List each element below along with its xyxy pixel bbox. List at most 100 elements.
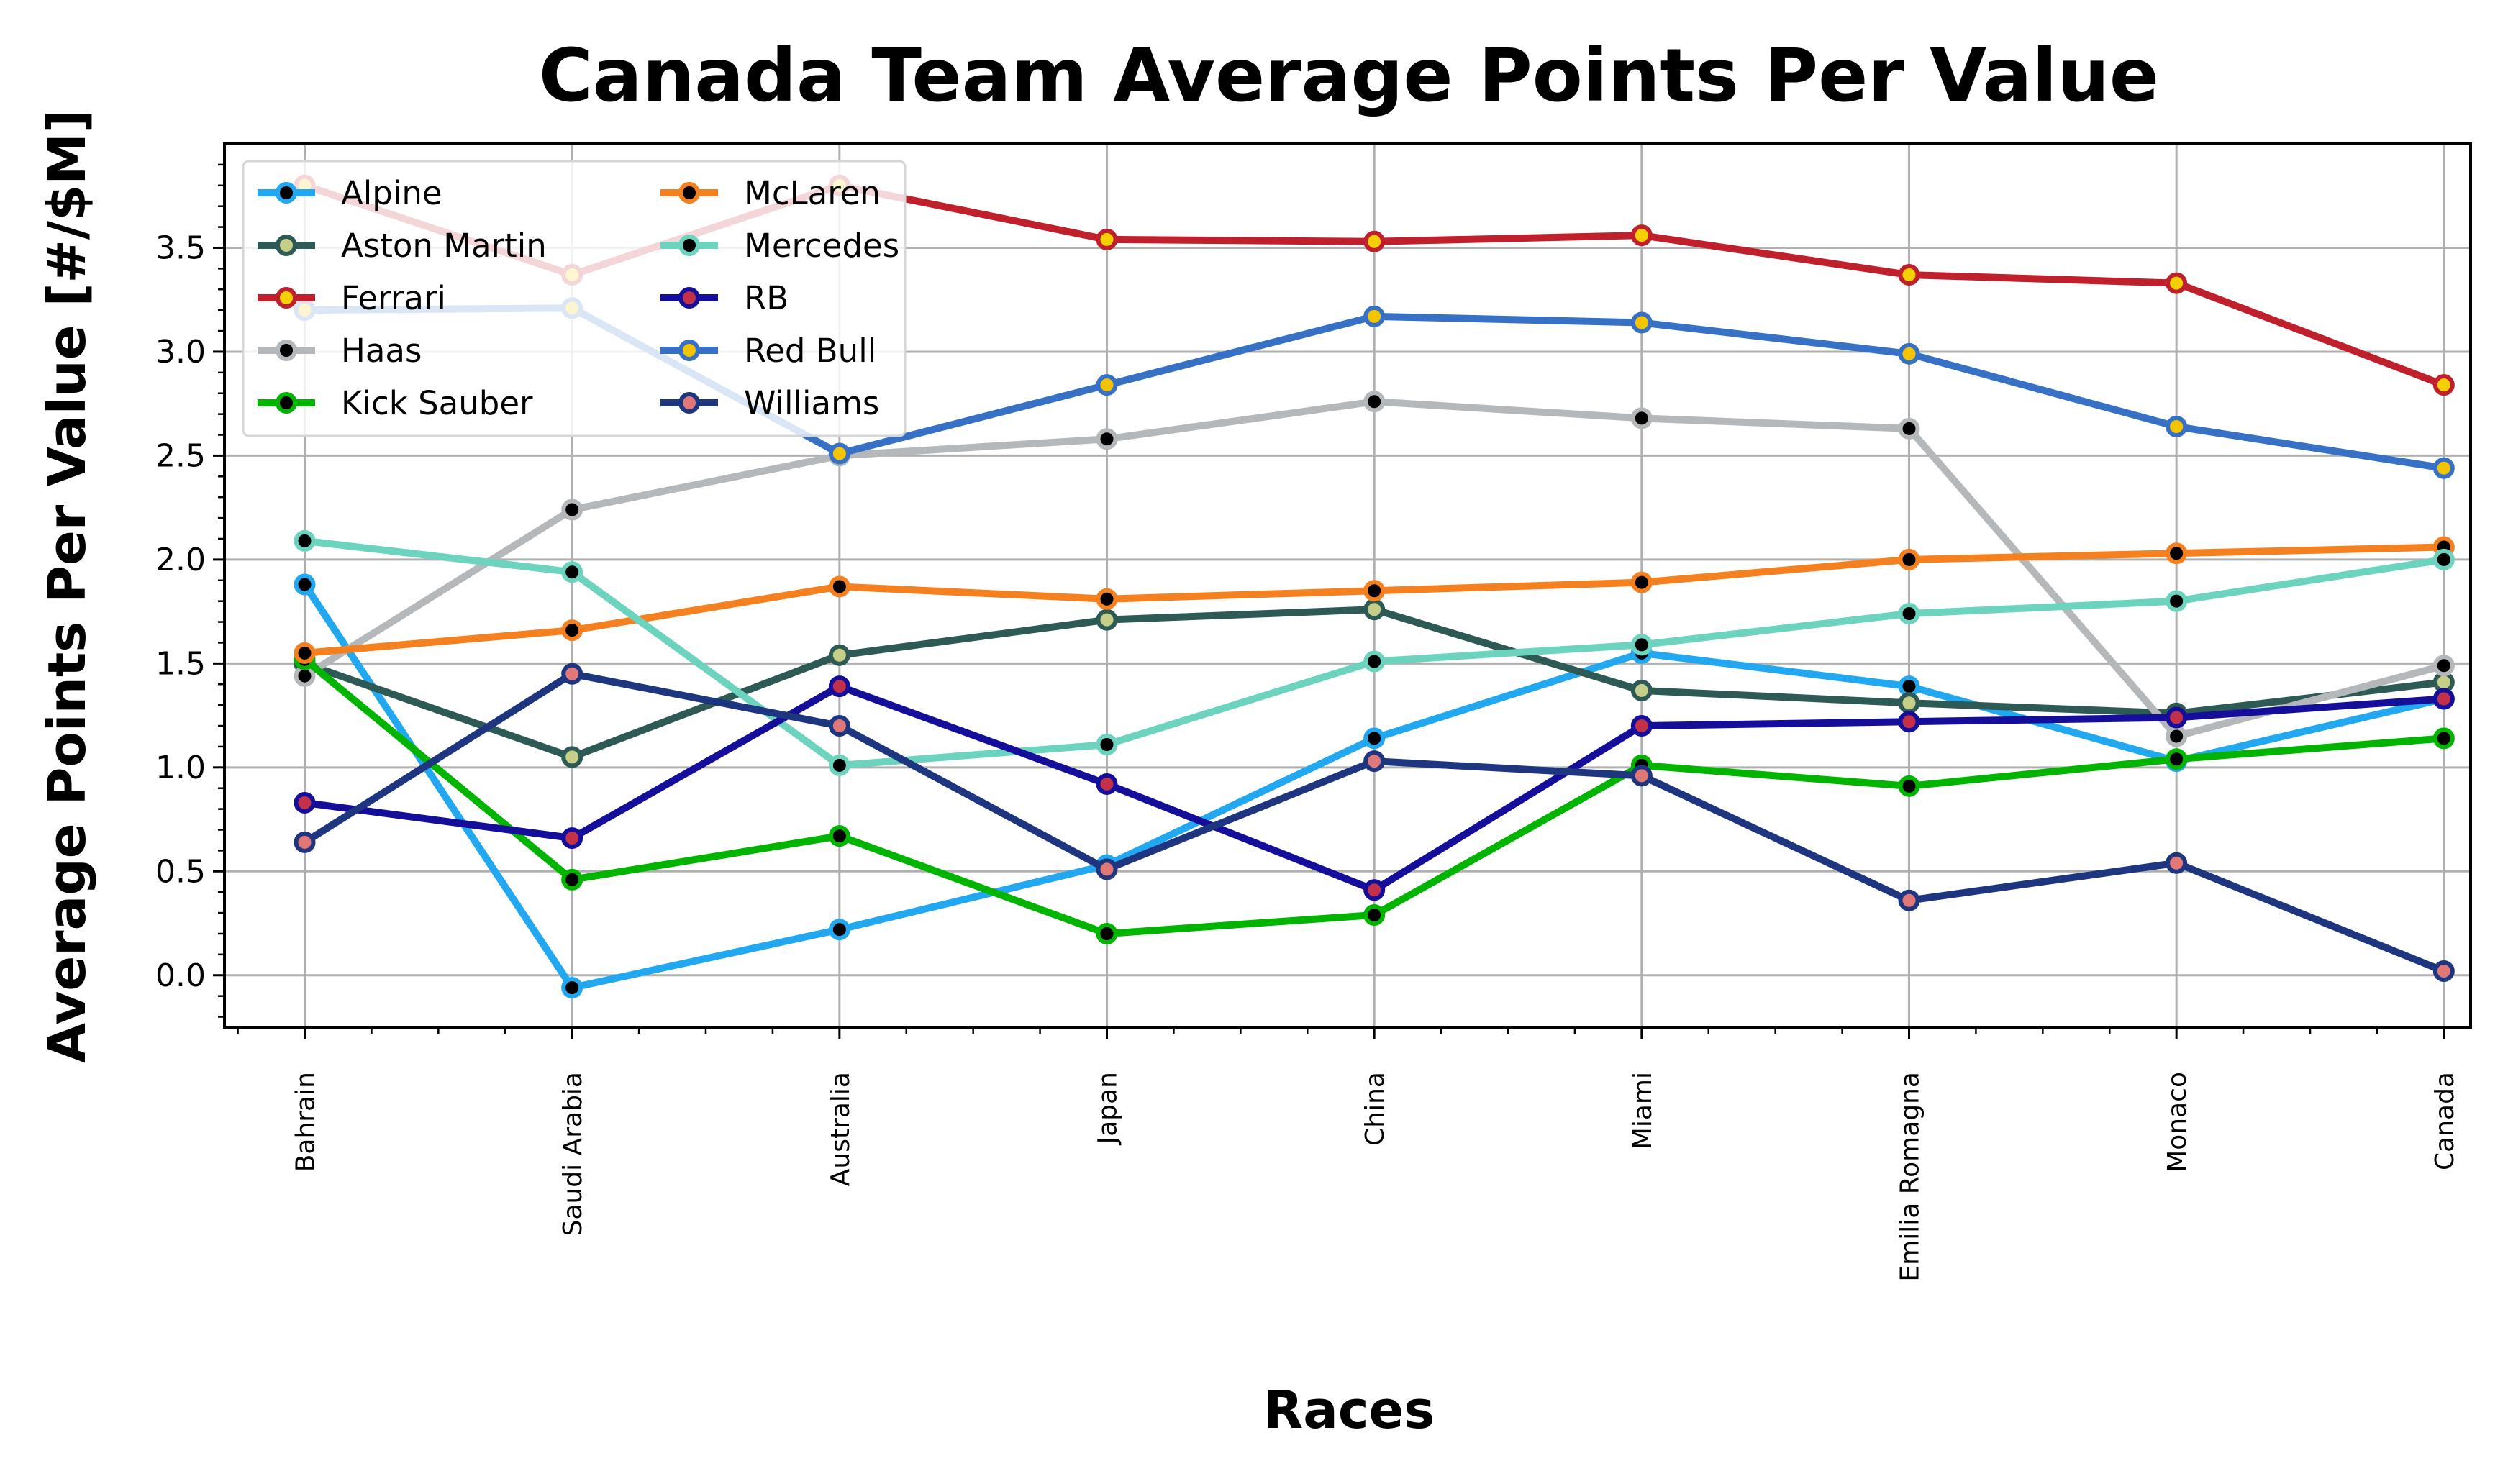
legend-item-mercedes: Mercedes (660, 227, 899, 265)
data-point-rb (1898, 711, 1920, 733)
legend-label: Red Bull (744, 332, 876, 370)
y-tick-label: 2.5 (155, 437, 206, 474)
y-tick-label: 1.0 (155, 750, 206, 786)
legend-item-aston-martin: Aston Martin (258, 227, 547, 265)
data-point-haas (2432, 655, 2455, 677)
y-tick-label: 0.5 (155, 853, 206, 890)
legend-item-kick-sauber: Kick Sauber (258, 384, 533, 422)
y-tick-label: 3.0 (155, 334, 206, 370)
data-point-kick-sauber (561, 868, 583, 891)
data-point-mclaren (1363, 580, 1386, 602)
data-point-kick-sauber (828, 825, 850, 847)
data-point-aston-martin (1363, 598, 1386, 621)
data-point-red-bull (1630, 311, 1653, 334)
data-point-williams (2166, 852, 2188, 874)
data-point-mclaren (1630, 571, 1653, 593)
x-axis-label: Races (1263, 1380, 1435, 1440)
x-tick-label: Emilia Romagna (1896, 1072, 1925, 1282)
data-point-williams (2432, 960, 2455, 982)
data-point-rb (2432, 688, 2455, 710)
x-tick-label: China (1360, 1072, 1390, 1146)
axis-ticks: Bahrain Saudi Arabia Australia Japan China Mi… (155, 163, 2460, 1282)
data-point-williams (1898, 889, 1920, 911)
data-point-kick-sauber (2432, 727, 2455, 750)
legend-marker (276, 182, 297, 204)
data-point-mercedes (561, 561, 583, 583)
plot-frame (223, 142, 2472, 1029)
data-point-kick-sauber (1096, 922, 1118, 944)
legend-marker (678, 287, 700, 309)
y-tick-label: 1.5 (155, 645, 206, 682)
data-point-mercedes (1898, 603, 1920, 625)
data-point-alpine (1363, 727, 1386, 750)
data-point-mclaren (2166, 542, 2188, 565)
series-kick-sauber (294, 648, 2455, 944)
data-point-red-bull (828, 442, 850, 465)
legend-item-williams: Williams (660, 384, 879, 422)
grid-lines (224, 144, 2471, 1027)
data-point-aston-martin (1898, 692, 1920, 714)
data-point-haas (2166, 725, 2188, 747)
legend-item-rb: RB (660, 279, 789, 317)
legend-marker (678, 392, 700, 414)
data-point-ferrari (1898, 264, 1920, 286)
data-point-red-bull (2166, 415, 2188, 437)
data-point-williams (561, 663, 583, 685)
data-point-red-bull (2432, 457, 2455, 479)
data-point-ferrari (1363, 230, 1386, 252)
legend-marker (276, 340, 297, 361)
data-point-rb (828, 675, 850, 698)
legend-label: Williams (744, 384, 879, 422)
data-point-haas (1096, 428, 1118, 450)
legend-label: Kick Sauber (341, 384, 533, 422)
chart-title: Canada Team Average Points Per Value (539, 33, 2159, 119)
data-point-alpine (561, 977, 583, 999)
data-point-williams (1630, 765, 1653, 787)
data-point-ferrari (2166, 272, 2188, 294)
data-point-haas (1898, 417, 1920, 440)
legend-box (242, 160, 907, 437)
series-mercedes (294, 529, 2455, 776)
y-axis-label: Average Points Per Value [#/$M] (37, 109, 97, 1063)
data-point-ferrari (2432, 374, 2455, 396)
data-point-red-bull (1363, 305, 1386, 327)
data-point-williams (828, 715, 850, 737)
data-point-kick-sauber (2166, 748, 2188, 770)
legend-marker (678, 235, 700, 256)
data-point-mercedes (294, 529, 316, 552)
data-point-mclaren (1898, 548, 1920, 570)
legend-label: Alpine (341, 174, 442, 212)
legend-item-haas: Haas (258, 332, 422, 370)
data-point-ferrari (1096, 228, 1118, 250)
data-point-alpine (294, 573, 316, 596)
legend-item-ferrari: Ferrari (258, 279, 446, 317)
data-point-mercedes (2166, 590, 2188, 612)
data-point-red-bull (1898, 342, 1920, 365)
data-point-kick-sauber (1898, 775, 1920, 797)
data-point-rb (1096, 773, 1118, 795)
legend-label: McLaren (744, 174, 881, 212)
y-tick-label: 3.5 (155, 229, 206, 266)
legend-marker (276, 392, 297, 414)
data-point-williams (1363, 750, 1386, 773)
y-tick-label: 2.0 (155, 542, 206, 578)
legend-label: Ferrari (341, 279, 446, 317)
data-point-kick-sauber (1363, 903, 1386, 926)
y-tick-label: 0.0 (155, 957, 206, 994)
legend-label: Mercedes (744, 227, 899, 265)
data-point-rb (294, 791, 316, 814)
data-point-rb (561, 827, 583, 850)
series-rb (294, 675, 2455, 901)
series-mclaren (294, 536, 2455, 664)
legend-marker (678, 182, 700, 204)
x-tick-label: Saudi Arabia (558, 1072, 588, 1236)
legend-item-mclaren: McLaren (660, 174, 881, 212)
data-point-aston-martin (1096, 609, 1118, 631)
data-point-mclaren (1096, 588, 1118, 610)
x-tick-label: Canada (2430, 1072, 2460, 1170)
series-lines (294, 174, 2455, 999)
data-point-williams (1096, 858, 1118, 880)
data-point-aston-martin (828, 644, 850, 666)
legend-marker (276, 235, 297, 256)
